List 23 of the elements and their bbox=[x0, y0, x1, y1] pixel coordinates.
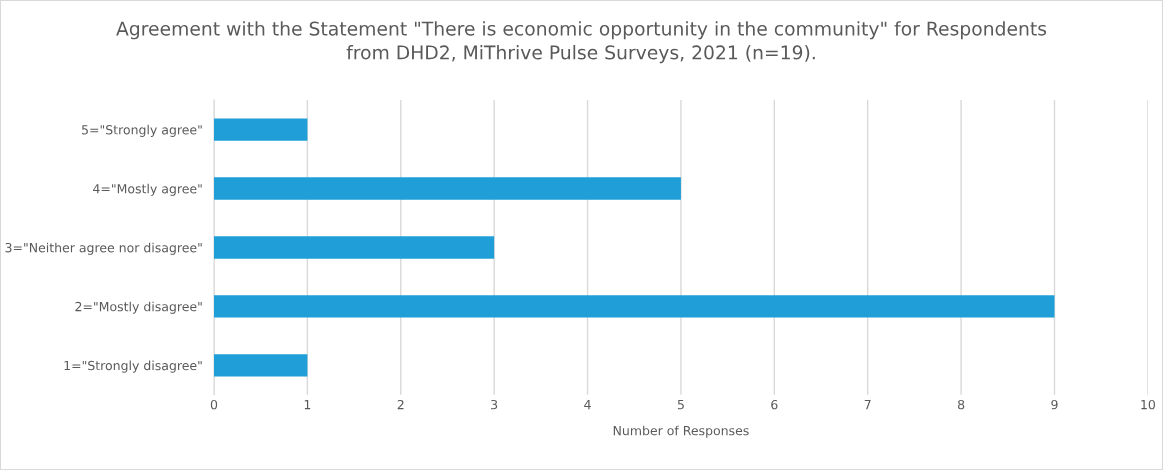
x-tick-label: 1 bbox=[304, 400, 311, 410]
x-tick-label: 0 bbox=[210, 399, 218, 410]
x-tick-label: 5 bbox=[677, 400, 684, 410]
x-tick-label: 3 bbox=[491, 399, 498, 410]
y-tick-label: 5="Strongly agree" bbox=[82, 124, 202, 137]
x-tick-label: 4 bbox=[584, 400, 591, 410]
x-tick-label: 6 bbox=[771, 399, 778, 410]
bar bbox=[213, 177, 681, 200]
x-tick-label: 2 bbox=[397, 399, 404, 410]
bar bbox=[213, 118, 308, 141]
y-tick-label: 1="Strongly disagree" bbox=[64, 360, 202, 373]
chart-title: Agreement with the Statement "There is economic opportunity in the community" for Respondents from DHD2, MiThrive Pulse Surveys, 2021 (n=19). bbox=[116, 21, 1047, 64]
y-tick-label: 2="Mostly disagree" bbox=[75, 301, 202, 314]
bar bbox=[213, 295, 1055, 318]
y-tick-label: 3="Neither agree nor disagree" bbox=[5, 242, 202, 255]
bar bbox=[213, 354, 308, 377]
x-tick-label: 9 bbox=[1051, 399, 1058, 410]
bar bbox=[213, 236, 495, 259]
x-tick-label: 10 bbox=[1141, 399, 1155, 410]
x-axis-title: Number of Responses bbox=[613, 425, 749, 438]
x-tick-label: 7 bbox=[864, 400, 871, 410]
x-tick-label: 8 bbox=[957, 399, 965, 410]
y-tick-label: 4="Mostly agree" bbox=[93, 183, 202, 196]
